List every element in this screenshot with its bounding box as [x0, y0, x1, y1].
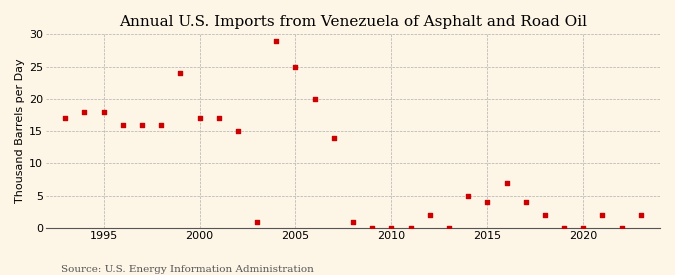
Point — [539, 213, 550, 217]
Point — [175, 71, 186, 75]
Point — [425, 213, 435, 217]
Point — [463, 194, 474, 198]
Point — [635, 213, 646, 217]
Point — [290, 64, 301, 69]
Point — [60, 116, 71, 120]
Y-axis label: Thousand Barrels per Day: Thousand Barrels per Day — [15, 59, 25, 204]
Point — [616, 226, 627, 230]
Point — [559, 226, 570, 230]
Point — [443, 226, 454, 230]
Point — [386, 226, 397, 230]
Point — [271, 39, 281, 43]
Point — [597, 213, 608, 217]
Point — [520, 200, 531, 204]
Title: Annual U.S. Imports from Venezuela of Asphalt and Road Oil: Annual U.S. Imports from Venezuela of As… — [119, 15, 587, 29]
Point — [213, 116, 224, 120]
Point — [329, 135, 340, 140]
Point — [578, 226, 589, 230]
Point — [136, 122, 147, 127]
Point — [482, 200, 493, 204]
Text: Source: U.S. Energy Information Administration: Source: U.S. Energy Information Administ… — [61, 265, 314, 274]
Point — [309, 97, 320, 101]
Point — [79, 110, 90, 114]
Point — [405, 226, 416, 230]
Point — [367, 226, 377, 230]
Point — [501, 181, 512, 185]
Point — [194, 116, 205, 120]
Point — [156, 122, 167, 127]
Point — [117, 122, 128, 127]
Point — [348, 219, 358, 224]
Point — [232, 129, 243, 133]
Point — [252, 219, 263, 224]
Point — [99, 110, 109, 114]
